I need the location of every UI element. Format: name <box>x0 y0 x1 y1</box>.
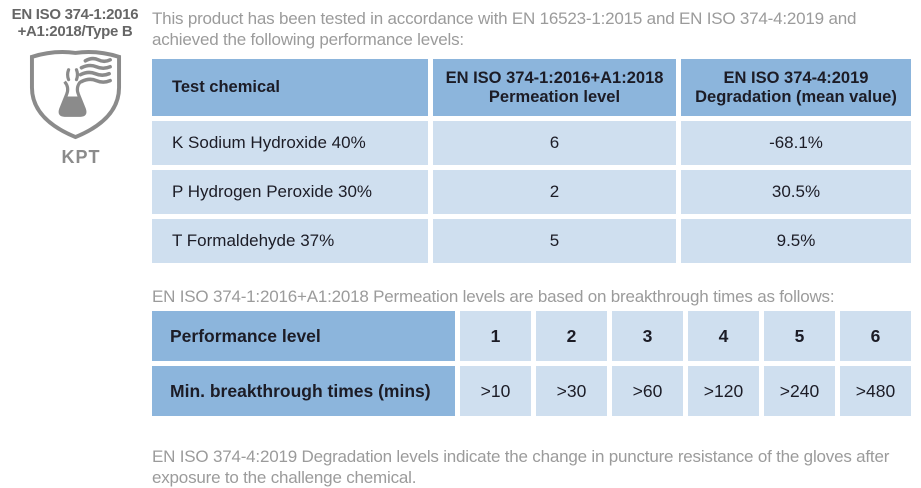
cell-chemical-name: T Formaldehyde 37% <box>152 219 428 263</box>
cell-permeation-level: 5 <box>433 219 676 263</box>
cell-level: 5 <box>764 311 835 361</box>
intro-paragraph: This product has been tested in accordan… <box>152 9 857 49</box>
cell-chemical-name: K Sodium Hydroxide 40% <box>152 121 428 165</box>
cell-degradation-value: 30.5% <box>681 170 911 214</box>
performance-levels-table: Test chemical EN ISO 374-1:2016+A1:2018 … <box>152 59 911 263</box>
pictogram-code-letters: KPT <box>61 147 101 167</box>
cell-level: 6 <box>840 311 911 361</box>
certification-pictogram-block: EN ISO 374-1:2016 +A1:2018/Type B <box>0 6 150 482</box>
cell-breakthrough-time: >60 <box>612 366 683 416</box>
content-column: This product has been tested in accordan… <box>152 6 911 487</box>
cell-breakthrough-time: >240 <box>764 366 835 416</box>
cell-breakthrough-time: >480 <box>840 366 911 416</box>
cell-level: 2 <box>536 311 607 361</box>
pictogram-standard-line2: +A1:2018/Type B <box>17 23 133 40</box>
cell-level: 1 <box>460 311 531 361</box>
column-header-test-chemical: Test chemical <box>152 59 428 116</box>
cell-degradation-value: 9.5% <box>681 219 911 263</box>
breakthrough-times-table: Performance level 1 2 3 4 5 6 Min. break… <box>152 311 911 416</box>
column-header-degradation: EN ISO 374-4:2019 Degradation (mean valu… <box>681 59 911 116</box>
cell-chemical-name: P Hydrogen Peroxide 30% <box>152 170 428 214</box>
row-header-breakthrough-times: Min. breakthrough times (mins) <box>152 366 455 416</box>
cell-degradation-value: -68.1% <box>681 121 911 165</box>
permeation-note: EN ISO 374-1:2016+A1:2018 Permeation lev… <box>152 287 835 306</box>
cell-level: 4 <box>688 311 759 361</box>
cell-permeation-level: 6 <box>433 121 676 165</box>
column-header-permeation-level: EN ISO 374-1:2016+A1:2018 Permeation lev… <box>433 59 676 116</box>
cell-permeation-level: 2 <box>433 170 676 214</box>
cell-breakthrough-time: >120 <box>688 366 759 416</box>
cell-breakthrough-time: >10 <box>460 366 531 416</box>
chemical-hazard-flask-shield-icon <box>0 44 150 146</box>
row-header-performance-level: Performance level <box>152 311 455 361</box>
cell-level: 3 <box>612 311 683 361</box>
cell-breakthrough-time: >30 <box>536 366 607 416</box>
pictogram-standard-line1: EN ISO 374-1:2016 <box>11 6 139 23</box>
